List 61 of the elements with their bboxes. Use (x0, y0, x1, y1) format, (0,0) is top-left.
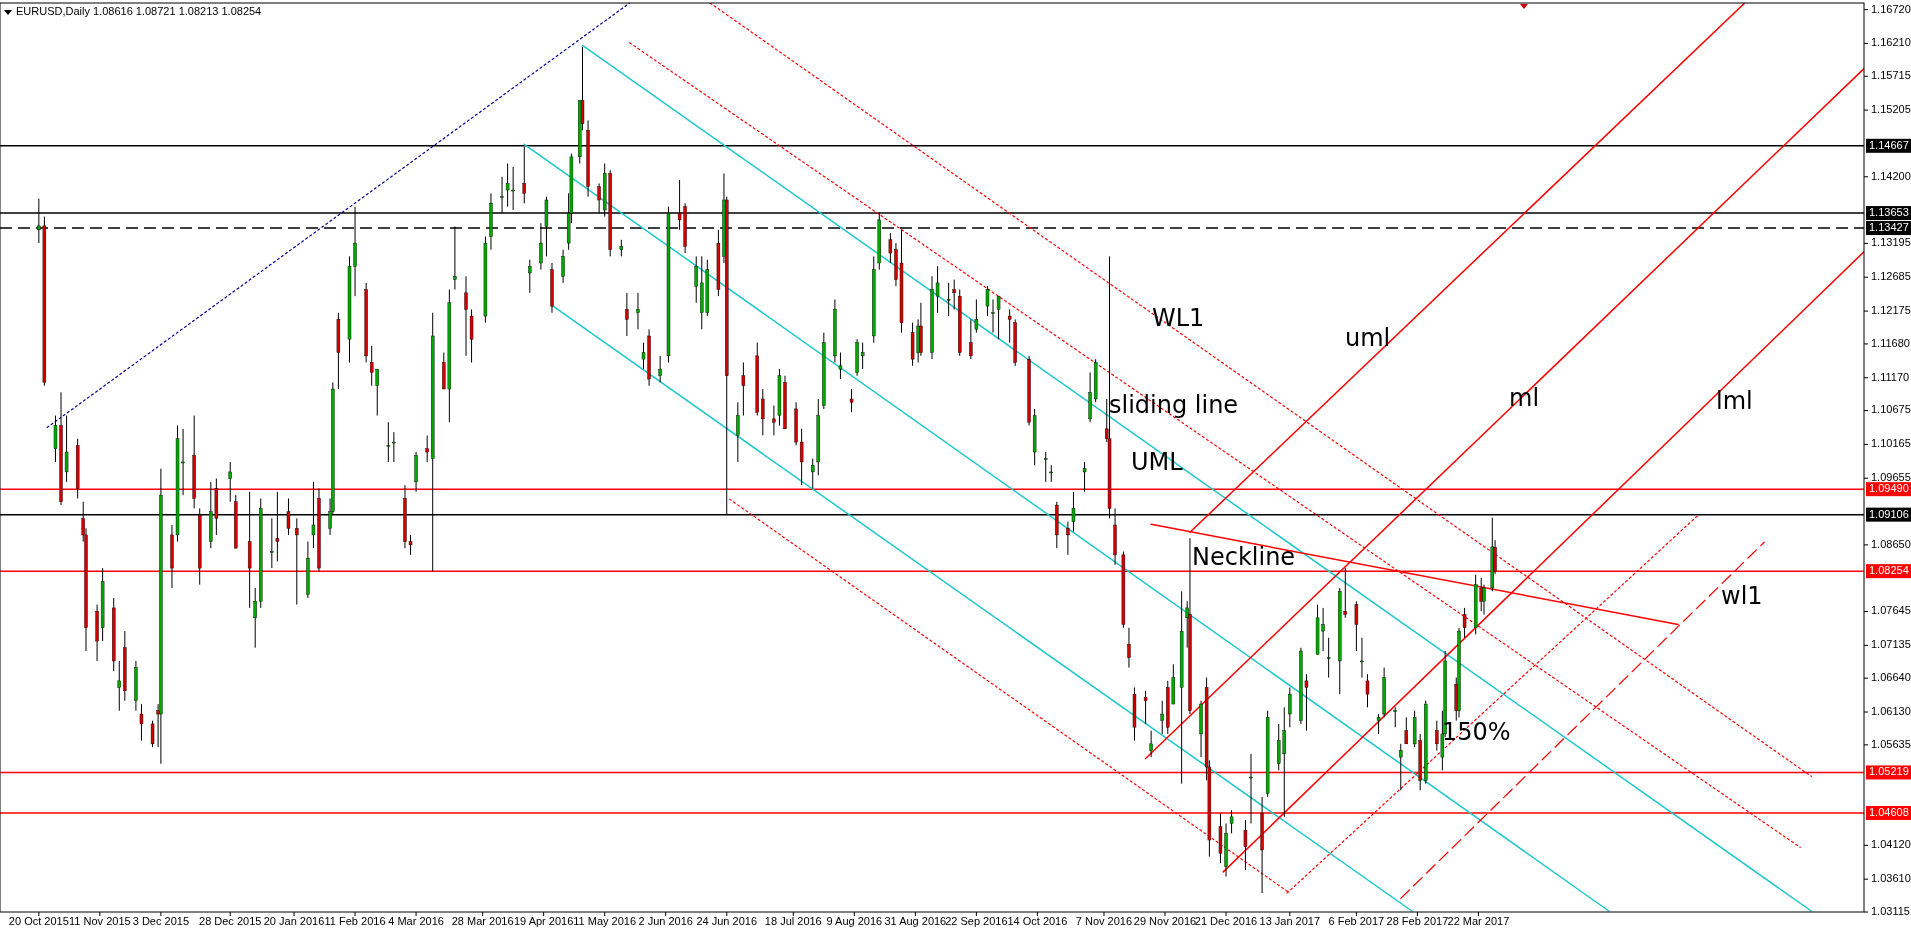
x-tick-label: 31 Aug 2016 (884, 915, 947, 927)
y-tick-label: 1.11170 (1871, 370, 1910, 383)
x-tick-label: 2 Jun 2016 (638, 915, 693, 927)
x-tick-label: 11 Feb 2016 (324, 915, 386, 927)
annotation: uml (1345, 324, 1391, 352)
ref-line-label: 1.13427 (1869, 220, 1909, 233)
y-tick-label: 1.14200 (1871, 169, 1911, 182)
y-tick-label: 1.04120 (1871, 838, 1911, 851)
y-tick-label: 1.10675 (1871, 403, 1911, 416)
ref-line-label: 1.09106 (1869, 507, 1909, 520)
y-tick-label: 1.15205 (1871, 103, 1911, 116)
x-tick-label: 20 Jan 2016 (263, 915, 325, 927)
x-tick-label: 3 Dec 2015 (132, 915, 190, 927)
ref-line-label: 1.05219 (1869, 765, 1909, 778)
x-tick-label: 13 Jan 2017 (1259, 915, 1321, 927)
y-tick-label: 1.03610 (1871, 872, 1911, 885)
y-tick-label: 1.05635 (1871, 737, 1911, 750)
y-tick-label: 1.08650 (1871, 537, 1911, 550)
ref-line-label: 1.04608 (1869, 805, 1909, 818)
x-tick-label: 4 Mar 2016 (388, 915, 444, 927)
x-tick-label: 28 Dec 2015 (199, 915, 262, 927)
y-tick-label: 1.12175 (1871, 303, 1911, 316)
annotation: sliding line (1109, 391, 1239, 419)
y-tick-label: 1.12685 (1871, 270, 1911, 283)
x-tick-label: 28 Mar 2016 (451, 915, 514, 927)
x-tick-label: 29 Nov 2016 (1133, 915, 1197, 927)
x-tick-label: 11 May 2016 (573, 915, 637, 927)
annotation: lml (1716, 387, 1753, 415)
x-tick-label: 22 Mar 2017 (1447, 915, 1510, 927)
y-tick-label: 1.07135 (1871, 638, 1911, 651)
y-tick-label: 1.13195 (1871, 236, 1911, 249)
x-tick-label: 9 Aug 2016 (826, 915, 883, 927)
annotation: Neckline (1192, 543, 1296, 571)
x-tick-label: 28 Feb 2017 (1386, 915, 1449, 927)
x-tick-label: 21 Dec 2016 (1194, 915, 1258, 927)
x-tick-label: 11 Nov 2015 (69, 915, 131, 927)
ref-line-label: 1.09490 (1869, 482, 1909, 495)
ref-line-label: 1.13653 (1869, 205, 1909, 218)
y-tick-label: 1.10165 (1871, 437, 1911, 450)
ref-line-label: 1.14667 (1869, 138, 1909, 151)
y-tick-label: 1.06130 (1871, 704, 1911, 717)
y-tick-label: 1.09655 (1871, 471, 1911, 484)
x-tick-label: 22 Sep 2016 (945, 915, 1008, 927)
chart-title: EURUSD,Daily 1.08616 1.08721 1.08213 1.08254 (16, 5, 262, 17)
y-tick-label: 1.06640 (1871, 671, 1911, 684)
x-tick-label: 7 Nov 2016 (1075, 915, 1133, 927)
y-tick-label: 1.15715 (1871, 69, 1911, 82)
x-tick-label: 14 Oct 2016 (1007, 915, 1068, 927)
y-tick-label: 1.03115 (1871, 904, 1910, 917)
annotation: WL1 (1152, 304, 1205, 332)
x-tick-label: 18 Jul 2016 (764, 915, 822, 927)
y-tick-label: 1.07645 (1871, 604, 1911, 617)
x-tick-label: 19 Apr 2016 (513, 915, 574, 927)
x-tick-label: 6 Feb 2017 (1328, 915, 1385, 927)
annotation: wl1 (1721, 582, 1763, 610)
x-tick-label: 20 Oct 2015 (8, 915, 69, 927)
y-tick-label: 1.16720 (1871, 2, 1911, 15)
y-tick-label: 1.11680 (1871, 336, 1910, 349)
ref-line-label: 1.08254 (1869, 564, 1909, 577)
x-tick-label: 24 Jun 2016 (696, 915, 758, 927)
y-tick-label: 1.16210 (1871, 36, 1911, 49)
